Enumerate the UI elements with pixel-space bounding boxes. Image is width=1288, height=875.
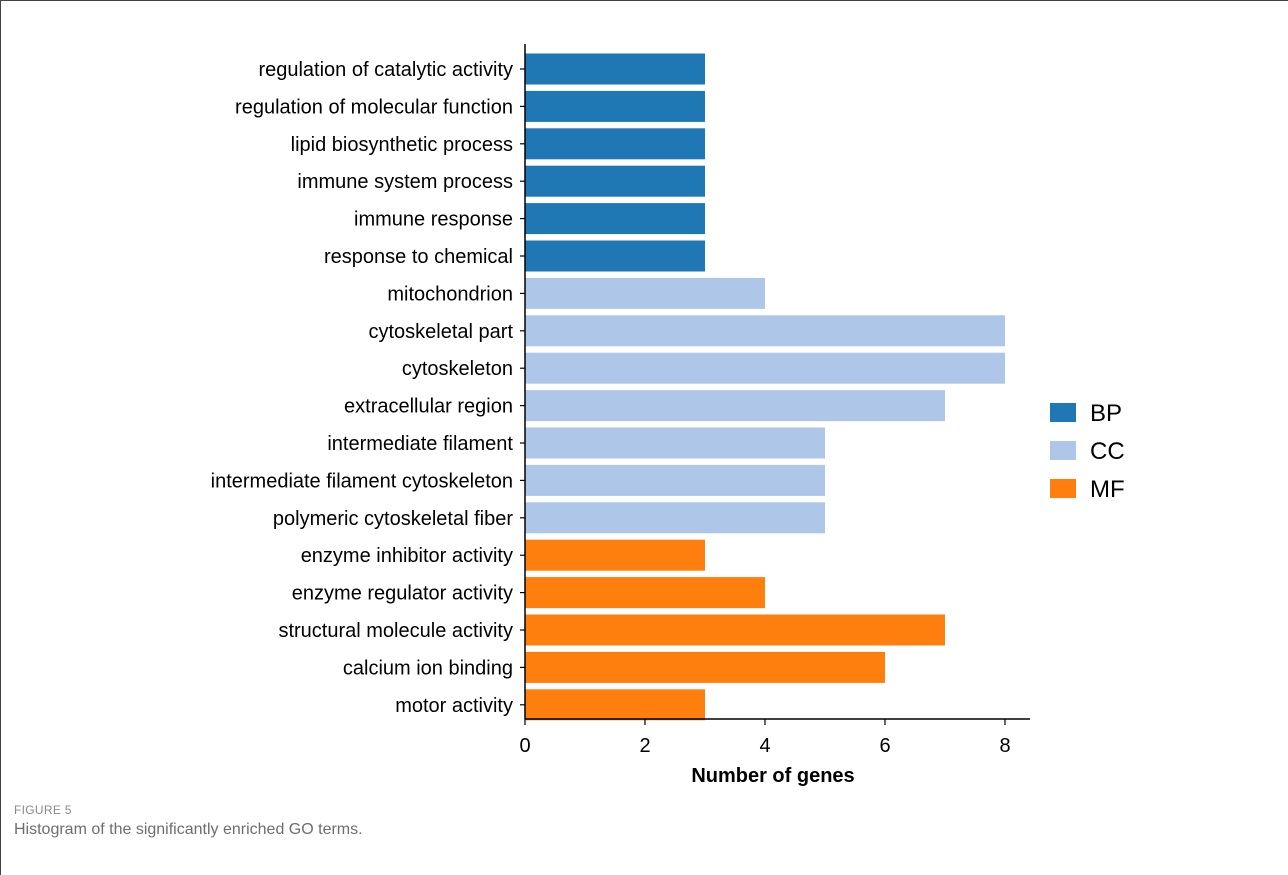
y-tick-label: regulation of molecular function	[235, 96, 513, 118]
go-terms-bar-chart: regulation of catalytic activity regulati…	[211, 44, 1125, 787]
bar-3	[525, 128, 705, 160]
legend-swatch-mf	[1050, 479, 1076, 498]
bar-17	[525, 651, 885, 683]
x-tick-label: 4	[759, 735, 770, 757]
bar-12	[525, 464, 825, 496]
bar-18	[525, 689, 705, 721]
bar-11	[525, 427, 825, 459]
y-tick-label: enzyme regulator activity	[292, 583, 513, 605]
y-tick-label: immune system process	[297, 171, 513, 193]
y-tick-label: extracellular region	[344, 396, 513, 418]
y-tick-label: lipid biosynthetic process	[291, 134, 513, 156]
bar-1	[525, 53, 705, 85]
bar-16	[525, 614, 945, 646]
legend-label-cc: CC	[1090, 438, 1125, 465]
legend-swatch-cc	[1050, 441, 1076, 460]
y-tick-label: response to chemical	[324, 246, 513, 268]
bar-8	[525, 315, 1005, 347]
y-tick-label: mitochondrion	[387, 283, 513, 305]
bar-7	[525, 277, 765, 309]
y-tick-label: structural molecule activity	[278, 620, 513, 642]
bar-5	[525, 203, 705, 235]
bar-2	[525, 90, 705, 122]
bar-15	[525, 577, 765, 609]
x-tick-label: 6	[879, 735, 890, 757]
bar-13	[525, 502, 825, 534]
y-tick-label: polymeric cytoskeletal fiber	[273, 508, 513, 530]
y-tick-label: cytoskeleton	[402, 358, 513, 380]
y-tick-label: immune response	[354, 209, 513, 231]
y-tick-label: intermediate filament	[327, 433, 513, 455]
figure-caption: Histogram of the significantly enriched …	[14, 821, 363, 838]
y-tick-label: enzyme inhibitor activity	[301, 545, 513, 567]
figure-label: FIGURE 5	[14, 803, 72, 817]
bar-6	[525, 240, 705, 272]
y-tick-label: motor activity	[395, 695, 513, 717]
bar-4	[525, 165, 705, 197]
x-tick-label: 2	[639, 735, 650, 757]
y-tick-label: regulation of catalytic activity	[258, 59, 513, 81]
y-tick-label: calcium ion binding	[343, 657, 513, 679]
legend-swatch-bp	[1050, 403, 1076, 422]
bar-9	[525, 352, 1005, 384]
legend-label-mf: MF	[1090, 476, 1125, 503]
bar-14	[525, 539, 705, 571]
bar-10	[525, 390, 945, 422]
x-tick-label: 0	[519, 735, 530, 757]
y-tick-label: cytoskeletal part	[368, 321, 513, 343]
y-tick-label: intermediate filament cytoskeleton	[211, 470, 513, 492]
x-tick-label: 8	[999, 735, 1010, 757]
x-axis-title: Number of genes	[691, 765, 854, 787]
legend-label-bp: BP	[1090, 400, 1122, 427]
